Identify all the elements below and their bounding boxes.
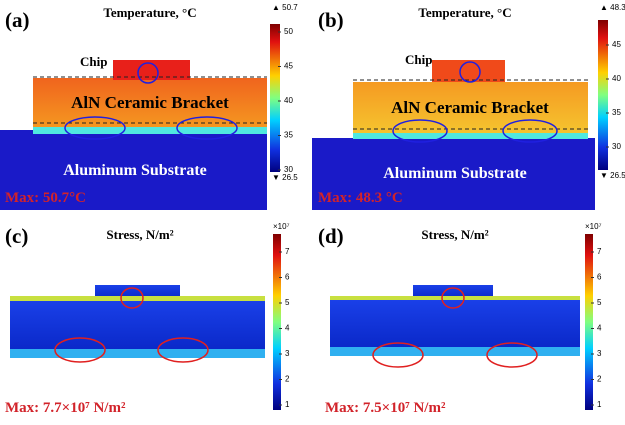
colorbar-tick-label: 5 [285, 298, 290, 307]
highlight [459, 61, 481, 83]
colorbar-tick-label: 2 [285, 375, 290, 384]
colorbar-tick-label: 7 [285, 247, 290, 256]
highlight [120, 287, 144, 309]
colorbar-tick-label: 5 [597, 298, 602, 307]
panel-title: Temperature, °C [103, 5, 196, 20]
highlight [392, 119, 448, 143]
max-label: Max: 7.7×10⁷ N/m² [5, 400, 126, 416]
panel-d: (d) Stress, N/m² Max: 7.5×10⁷ N/m² [318, 224, 593, 416]
panel-label: (d) [318, 224, 344, 248]
max-label: Max: 50.7°C [5, 190, 86, 206]
highlight [157, 337, 209, 363]
substrate-label: Aluminum Substrate [63, 162, 207, 179]
interface [353, 133, 588, 139]
colorbar-tick-label: 30 [612, 142, 621, 151]
interface [10, 296, 265, 301]
panel-title: Stress, N/m² [106, 227, 173, 242]
chip-label: Chip [80, 54, 107, 69]
colorbar-tick-label: 35 [284, 131, 293, 140]
panel-label: (c) [5, 224, 28, 248]
panel-c: (c) Stress, N/m² Max: 7.7×10⁷ N/m² [5, 224, 281, 416]
max-label: Max: 48.3 °C [318, 190, 403, 206]
colorbar-bottom: ▼ 26.5 [272, 173, 298, 182]
colorbar-tick-label: 30 [284, 165, 293, 174]
colorbar-tick-label: 45 [284, 62, 293, 71]
interface [330, 296, 580, 300]
bracket-label: AlN Ceramic Bracket [71, 93, 229, 112]
max-label: Max: 7.5×10⁷ N/m² [325, 400, 446, 416]
bottom-layer [10, 349, 265, 358]
highlight [441, 287, 465, 309]
colorbar-tick-label: 35 [612, 108, 621, 117]
highlight [176, 116, 238, 140]
panel-label: (b) [318, 8, 344, 32]
colorbar-tick-label: 4 [597, 324, 602, 333]
highlight [54, 337, 106, 363]
panel-title: Temperature, °C [418, 5, 511, 20]
highlight [502, 119, 558, 143]
substrate-label: Aluminum Substrate [383, 165, 527, 182]
substrate [0, 130, 267, 210]
colorbar-tick-label: 4 [285, 324, 290, 333]
panel-b: (b) Temperature, °C Chip AlN Ceramic Bra… [312, 5, 608, 210]
chip [95, 285, 180, 299]
colorbar-tick-label: 7 [597, 247, 602, 256]
colorbar-tick-label: 3 [597, 349, 602, 358]
colorbar-tick-label: 40 [284, 96, 293, 105]
colorbar-top: ×10⁷ [273, 222, 290, 231]
colorbar-tick-label: 1 [597, 400, 602, 409]
colorbar-top: ×10⁷ [585, 222, 602, 231]
bracket [10, 301, 265, 351]
interface [33, 127, 267, 134]
colorbar [273, 234, 281, 410]
chip [113, 60, 190, 80]
colorbar-tick-label: 45 [612, 40, 621, 49]
colorbar-bottom: ▼ 26.5 [600, 171, 625, 180]
colorbar-tick-label: 3 [285, 349, 290, 358]
bottom-layer [330, 347, 580, 356]
highlight [64, 116, 126, 140]
colorbar-top: ▲ 50.7 [272, 3, 298, 12]
colorbar-top: ▲ 48.3 [600, 3, 625, 12]
colorbar-tick-label: 40 [612, 74, 621, 83]
panel-label: (a) [5, 8, 30, 32]
colorbar [270, 24, 280, 172]
colorbar [585, 234, 593, 410]
chip [413, 285, 493, 298]
panel-title: Stress, N/m² [421, 227, 488, 242]
colorbar-tick-label: 6 [285, 273, 290, 282]
highlight [486, 342, 538, 368]
chip [432, 60, 505, 82]
bracket-label: AlN Ceramic Bracket [391, 98, 549, 117]
colorbar [598, 20, 608, 170]
substrate [312, 138, 595, 210]
bracket [353, 82, 588, 138]
highlight [137, 62, 159, 84]
panel-a: (a) Temperature, °C Chip AlN Ceramic Bra… [0, 0, 305, 210]
highlight [372, 342, 424, 368]
chip-label: Chip [405, 52, 432, 67]
colorbar-tick-label: 2 [597, 375, 602, 384]
colorbar-tick-label: 1 [285, 400, 290, 409]
colorbar-tick-label: 6 [597, 273, 602, 282]
colorbar-tick-label: 50 [284, 27, 293, 36]
